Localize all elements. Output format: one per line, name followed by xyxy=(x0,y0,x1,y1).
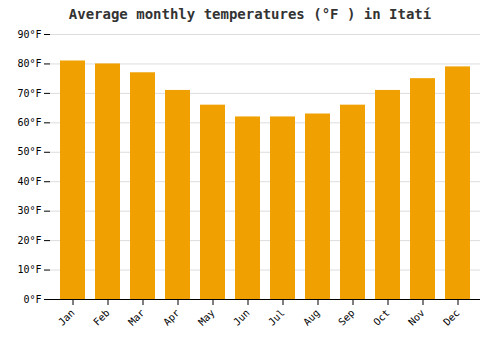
svg-text:70°F: 70°F xyxy=(17,88,41,99)
svg-text:Dec: Dec xyxy=(441,307,462,328)
svg-text:60°F: 60°F xyxy=(17,117,41,128)
svg-text:Sep: Sep xyxy=(336,307,357,328)
svg-text:0°F: 0°F xyxy=(23,294,41,305)
svg-text:20°F: 20°F xyxy=(17,235,41,246)
svg-text:Mar: Mar xyxy=(126,307,147,328)
svg-text:Jun: Jun xyxy=(231,307,252,328)
svg-text:Aug: Aug xyxy=(301,307,322,328)
svg-text:50°F: 50°F xyxy=(17,146,41,157)
svg-text:80°F: 80°F xyxy=(17,58,41,69)
svg-text:40°F: 40°F xyxy=(17,176,41,187)
svg-text:Feb: Feb xyxy=(91,307,112,328)
svg-text:10°F: 10°F xyxy=(17,264,41,275)
html-text:Average monthly temperatures (: Average monthly temperatures (°F ) in It… xyxy=(68,6,432,22)
svg-text:Apr: Apr xyxy=(161,307,182,328)
svg-text:Oct: Oct xyxy=(371,307,392,328)
svg-text:Jan: Jan xyxy=(56,307,77,328)
svg-text:Jul: Jul xyxy=(266,307,287,328)
svg-text:90°F: 90°F xyxy=(17,29,41,40)
svg-text:30°F: 30°F xyxy=(17,205,41,216)
svg-text:May: May xyxy=(196,307,217,328)
svg-text:Nov: Nov xyxy=(406,307,427,328)
